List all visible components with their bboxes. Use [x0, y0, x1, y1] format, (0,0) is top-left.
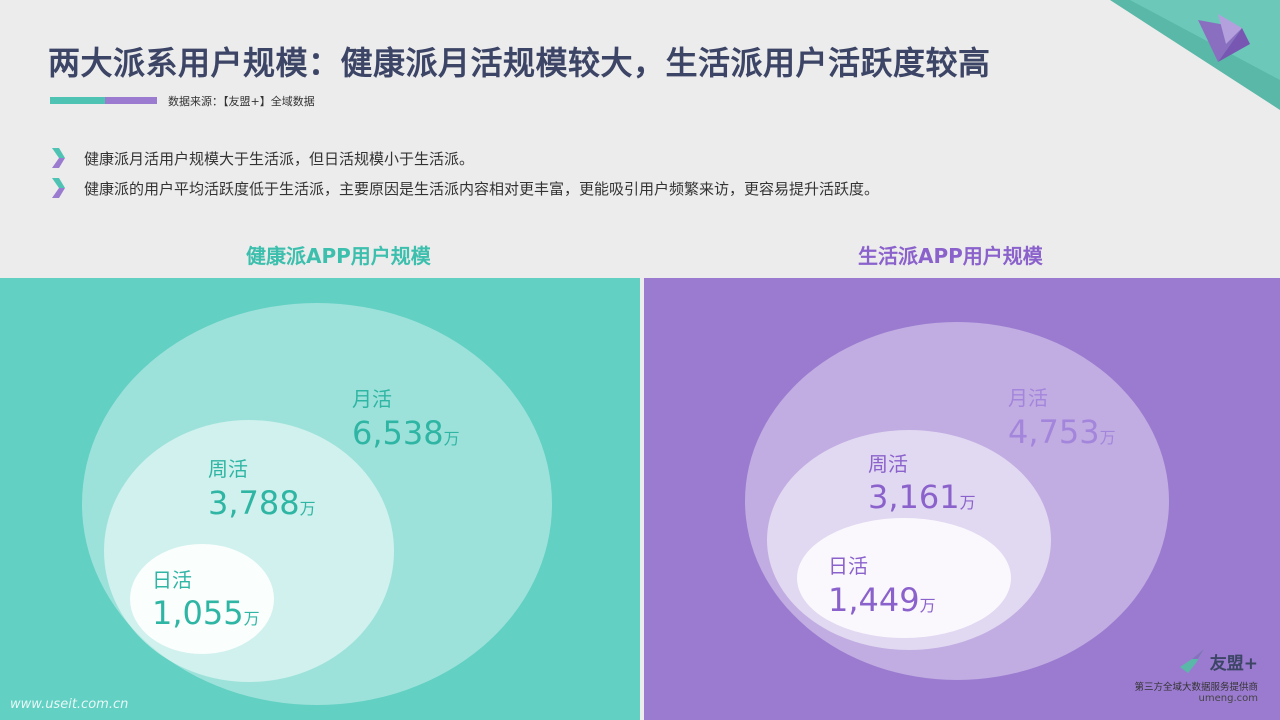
logo-url: umeng.com	[1198, 693, 1258, 704]
wau-ellipse	[104, 420, 394, 682]
wau-value: 3,161	[868, 478, 960, 516]
dau-value-group: 1,055万	[152, 594, 260, 632]
bullet-item: 健康派的用户平均活跃度低于生活派，主要原因是生活派内容相对更丰富，更能吸引用户频…	[50, 176, 879, 200]
mau-label: 月活	[1008, 386, 1048, 410]
umeng-logo: 友盟+ 第三方全域大数据服务提供商 umeng.com	[1134, 647, 1258, 704]
chevron-icon	[52, 148, 65, 168]
dau-label: 日活	[828, 554, 868, 578]
bullet-item: 健康派月活用户规模大于生活派，但日活规模小于生活派。	[50, 146, 474, 170]
mau-unit: 万	[1099, 428, 1116, 447]
mau-value: 4,753	[1008, 413, 1100, 451]
bullet-text: 健康派的用户平均活跃度低于生活派，主要原因是生活派内容相对更丰富，更能吸引用户频…	[84, 179, 880, 198]
data-source: 数据来源：【友盟+】全域数据	[168, 95, 315, 108]
dau-ellipse	[797, 518, 1011, 638]
chevron-icon	[52, 178, 65, 198]
title-underline-purple	[105, 97, 157, 104]
dau-value: 1,055	[152, 594, 244, 632]
dau-unit: 万	[243, 609, 260, 628]
corner-decoration	[1110, 0, 1280, 110]
life-panel-title: 生活派APP用户规模	[858, 244, 1043, 268]
bird-icon	[1179, 649, 1204, 673]
logo-brand: 友盟+	[1209, 653, 1258, 674]
dau-value: 1,449	[828, 581, 920, 619]
bullet-text: 健康派月活用户规模大于生活派，但日活规模小于生活派。	[84, 149, 475, 168]
mau-value: 6,538	[352, 414, 444, 452]
wau-value-group: 3,161万	[868, 478, 976, 516]
mau-label: 月活	[352, 387, 392, 411]
mau-unit: 万	[443, 429, 460, 448]
dau-ellipse	[130, 544, 274, 654]
mau-value-group: 4,753万	[1008, 413, 1116, 451]
wau-label: 周活	[868, 452, 908, 476]
dau-value-group: 1,449万	[828, 581, 936, 619]
life-panel: 月活 4,753万 周活 3,161万 日活 1,449万 友盟+ 第三方全域大…	[644, 278, 1280, 720]
title-underline-teal	[50, 97, 105, 104]
dau-unit: 万	[919, 596, 936, 615]
logo-tagline: 第三方全域大数据服务提供商	[1134, 682, 1258, 693]
page-title: 两大派系用户规模：健康派月活规模较大，生活派用户活跃度较高	[48, 44, 991, 82]
wau-unit: 万	[299, 499, 316, 518]
mau-value-group: 6,538万	[352, 414, 460, 452]
health-panel-title: 健康派APP用户规模	[246, 244, 431, 268]
wau-value: 3,788	[208, 484, 300, 522]
wau-value-group: 3,788万	[208, 484, 316, 522]
watermark: www.useit.com.cn	[10, 697, 129, 712]
dau-label: 日活	[152, 568, 192, 592]
health-panel: 月活 6,538万 周活 3,788万 日活 1,055万 www.useit.…	[0, 278, 640, 720]
wau-unit: 万	[959, 493, 976, 512]
wau-label: 周活	[208, 457, 248, 481]
